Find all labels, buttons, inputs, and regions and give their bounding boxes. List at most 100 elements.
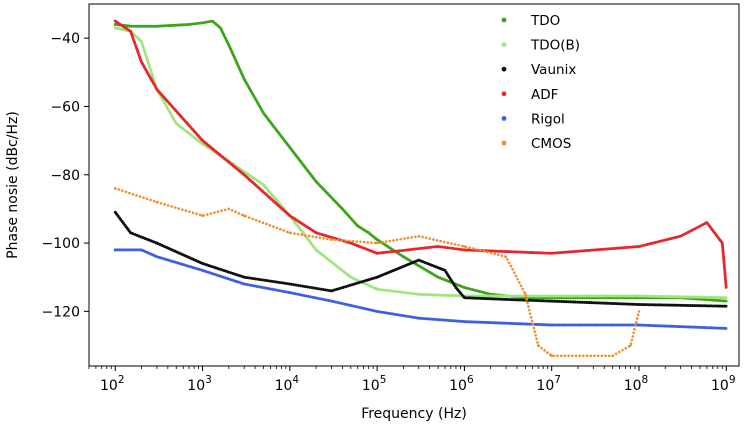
series-line-tdo bbox=[113, 19, 728, 303]
tick-layer: 102 103 104 105 106 107 108 109−40−60−80−100−12… bbox=[42, 31, 736, 394]
data-point-tdo bbox=[155, 24, 159, 28]
data-point-cmos bbox=[288, 231, 292, 235]
data-point-tdo bbox=[242, 77, 246, 81]
data-point-vaunix bbox=[417, 258, 421, 262]
series-vaunix bbox=[113, 210, 728, 308]
data-point-adf bbox=[637, 245, 641, 248]
series-tdo bbox=[113, 19, 728, 303]
data-point-tdo bbox=[219, 26, 222, 30]
data-point-rigol bbox=[288, 291, 292, 294]
data-point-vaunix bbox=[550, 299, 553, 303]
y-axis-label: Phase nosie (dBc/Hz) bbox=[5, 111, 21, 259]
data-point-tdo bbox=[402, 255, 405, 258]
data-point-cmos bbox=[524, 293, 527, 296]
series-line-vaunix bbox=[113, 210, 728, 308]
data-point-adf bbox=[724, 286, 728, 289]
series-cmos bbox=[114, 187, 641, 358]
series-layer bbox=[113, 19, 728, 358]
data-point-cmos bbox=[504, 255, 508, 258]
data-point-cmos bbox=[611, 354, 614, 358]
data-point-vaunix bbox=[637, 303, 641, 306]
data-point-tdo bbox=[375, 238, 379, 241]
data-point-tdo bbox=[114, 23, 117, 26]
legend: TDO TDO(B) Vaunix ADF Rigol CMOS bbox=[501, 13, 580, 152]
series-adf bbox=[113, 19, 728, 289]
y-tick-label: −100 bbox=[42, 236, 80, 252]
data-point-vaunix bbox=[114, 211, 117, 214]
data-point-vaunix bbox=[724, 304, 728, 308]
data-point-tdo bbox=[356, 224, 360, 228]
data-point-adf bbox=[679, 234, 682, 238]
data-point-tdo-b bbox=[417, 293, 421, 296]
legend-marker-adf bbox=[501, 91, 507, 97]
data-point-cmos bbox=[242, 214, 246, 217]
data-point-tdo-b bbox=[262, 183, 265, 187]
data-point-adf bbox=[201, 139, 204, 142]
y-tick-label: −40 bbox=[50, 31, 80, 47]
data-point-rigol bbox=[724, 327, 728, 330]
data-point-cmos bbox=[550, 354, 553, 358]
plot-frame bbox=[88, 3, 740, 367]
series-rigol bbox=[113, 248, 728, 330]
data-point-adf bbox=[721, 241, 724, 245]
data-point-vaunix bbox=[201, 262, 204, 265]
data-point-tdo bbox=[288, 146, 292, 149]
series-line-adf bbox=[113, 19, 728, 289]
data-point-cmos bbox=[330, 238, 333, 241]
data-point-rigol bbox=[463, 320, 466, 323]
data-point-adf bbox=[550, 252, 553, 255]
data-point-tdo bbox=[314, 180, 318, 183]
data-point-vaunix bbox=[504, 298, 508, 301]
data-point-adf bbox=[463, 248, 466, 252]
legend-marker-tdo bbox=[501, 17, 507, 23]
data-point-tdo bbox=[211, 19, 214, 23]
data-point-adf bbox=[114, 19, 117, 23]
data-point-tdo-b bbox=[724, 296, 728, 300]
data-point-rigol bbox=[114, 248, 117, 252]
data-point-rigol bbox=[375, 310, 379, 313]
data-point-rigol bbox=[637, 323, 641, 327]
data-point-cmos bbox=[201, 214, 204, 217]
data-point-tdo bbox=[436, 275, 440, 279]
y-tick-label: −80 bbox=[50, 168, 80, 184]
data-point-adf bbox=[129, 30, 132, 33]
data-point-adf bbox=[314, 231, 318, 235]
data-point-rigol bbox=[140, 248, 143, 252]
data-point-adf bbox=[436, 245, 440, 248]
data-point-tdo bbox=[463, 286, 466, 289]
data-point-vaunix bbox=[242, 275, 246, 279]
data-point-tdo bbox=[201, 21, 204, 25]
legend-label-cmos: CMOS bbox=[531, 136, 571, 152]
data-point-rigol bbox=[417, 316, 421, 320]
legend-marker-tdo-b bbox=[501, 42, 507, 47]
data-point-tdo-b bbox=[140, 40, 143, 43]
data-point-adf bbox=[349, 241, 353, 245]
data-point-tdo-b bbox=[175, 122, 178, 125]
data-point-adf bbox=[155, 88, 159, 91]
data-point-adf bbox=[288, 214, 292, 217]
data-point-cmos bbox=[629, 344, 632, 347]
data-point-tdo-b bbox=[550, 294, 553, 298]
data-point-cmos bbox=[463, 245, 466, 248]
data-point-rigol bbox=[155, 255, 159, 258]
data-point-cmos bbox=[375, 241, 379, 245]
data-point-vaunix bbox=[155, 241, 159, 245]
data-point-tdo bbox=[341, 207, 344, 211]
data-point-rigol bbox=[242, 282, 246, 286]
data-point-tdo-b bbox=[637, 294, 641, 298]
data-point-tdo bbox=[129, 24, 132, 28]
data-point-tdo bbox=[227, 43, 231, 47]
data-point-tdo-b bbox=[314, 248, 318, 252]
data-point-tdo bbox=[262, 112, 265, 115]
data-point-vaunix bbox=[454, 286, 458, 289]
data-point-adf bbox=[140, 60, 143, 64]
x-axis-label: Frequency (Hz) bbox=[361, 406, 467, 422]
legend-label-adf: ADF bbox=[531, 87, 558, 103]
data-point-cmos bbox=[417, 234, 421, 238]
legend-marker-vaunix bbox=[501, 66, 507, 72]
data-point-rigol bbox=[330, 299, 333, 303]
data-point-vaunix bbox=[463, 296, 466, 300]
data-point-tdo-b bbox=[375, 287, 379, 291]
